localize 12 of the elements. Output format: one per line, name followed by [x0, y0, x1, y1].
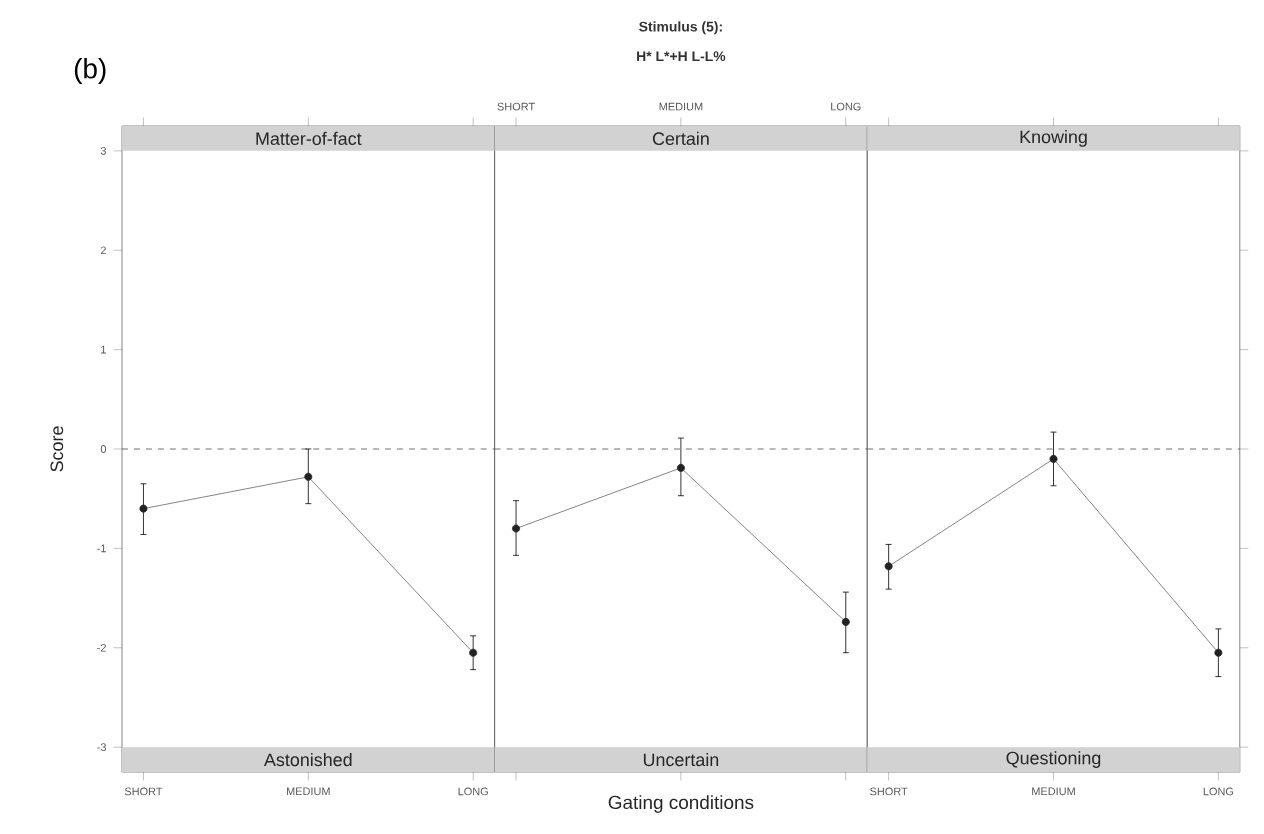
- text: (b): [74, 58, 106, 85]
- point: [139, 504, 148, 513]
- x-axis-title: Gating conditions: [608, 795, 754, 813]
- chart-title: Matter-of-fact: [256, 131, 362, 146]
- annotation: Astonished: [263, 752, 352, 767]
- point: [304, 472, 313, 481]
- y-axis-title: Score: [50, 426, 64, 472]
- annotation: Questioning: [1006, 751, 1101, 768]
- chart-title: Knowing: [1020, 130, 1087, 147]
- point: [469, 648, 478, 657]
- chart-title: Certain: [652, 131, 709, 146]
- annotation: Uncertain: [643, 752, 719, 767]
